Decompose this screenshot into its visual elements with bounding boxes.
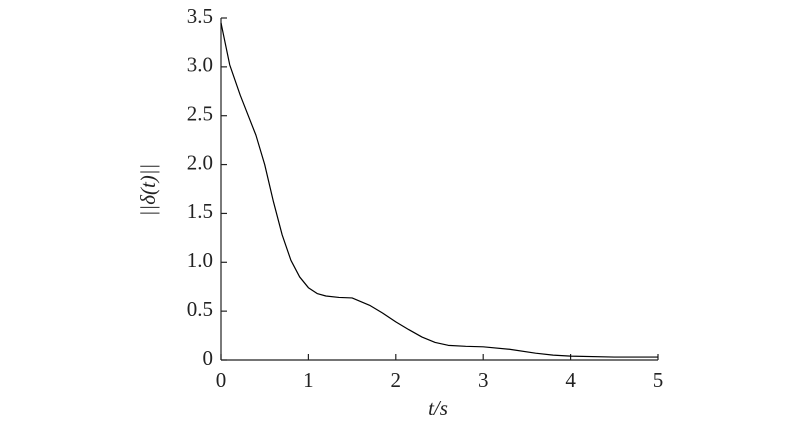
y-tick-label: 0.5 bbox=[187, 297, 213, 321]
y-tick-label: 2.5 bbox=[187, 102, 213, 126]
y-tick-label: 1.5 bbox=[187, 199, 213, 223]
x-tick-label: 4 bbox=[565, 368, 576, 392]
y-axis-label: ||δ(t)|| bbox=[136, 164, 160, 217]
y-tick-label: 3.5 bbox=[187, 4, 213, 28]
y-tick-label: 3.0 bbox=[187, 53, 213, 77]
x-tick-label: 2 bbox=[391, 368, 402, 392]
y-tick-label: 1.0 bbox=[187, 248, 213, 272]
x-axis-label: t/s bbox=[428, 396, 448, 420]
x-tick-label: 5 bbox=[653, 368, 664, 392]
y-tick-label: 2.0 bbox=[187, 150, 213, 174]
x-tick-label: 0 bbox=[216, 368, 227, 392]
data-line bbox=[220, 22, 658, 358]
y-tick-label: 0 bbox=[203, 346, 214, 370]
x-tick-label: 3 bbox=[478, 368, 489, 392]
x-tick-label: 1 bbox=[303, 368, 314, 392]
